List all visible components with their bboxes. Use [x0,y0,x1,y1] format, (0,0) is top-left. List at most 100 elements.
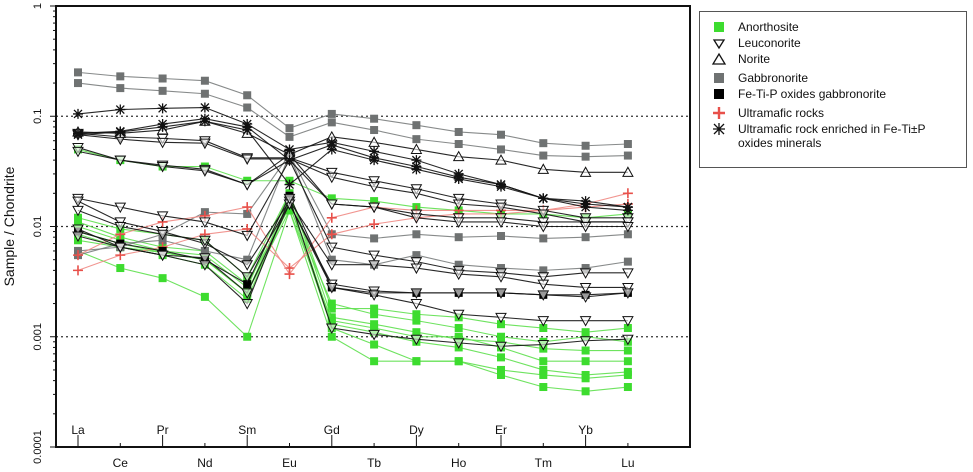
legend-item: Norite [710,52,960,66]
square-marker [412,357,421,366]
asterisk-marker [411,164,422,175]
triangle-down-marker [199,138,211,150]
square-marker [454,357,463,366]
legend-item: Leuconorite [710,36,960,50]
square-marker [158,74,167,83]
legend-label: Norite [738,52,771,66]
square-marker [539,357,548,366]
triangle-down-marker [495,312,507,324]
square-marker [454,260,463,269]
asterisk-marker [115,104,126,115]
series-line [77,134,628,223]
plus-marker [73,265,83,276]
legend-item: Fe-Ti-P oxides gabbronorite [710,87,960,101]
square-marker [581,357,590,366]
square-marker [243,255,252,264]
y-tick-label: 0.0001 [32,430,44,464]
square-marker [74,79,82,88]
y-tick-label: 1 [32,3,44,9]
asterisk-marker [199,116,210,127]
triangle-down-marker [410,213,423,224]
square-marker [327,316,336,325]
series-line [77,153,628,271]
series-fe-ti-p-oxides-gabbronorite [74,191,632,299]
square-marker [116,264,125,273]
triangle-down-marker [241,288,254,299]
triangle-down-marker [72,146,84,158]
asterisk-marker [73,108,83,119]
square-marker [623,324,632,333]
triangle-down-marker [495,272,507,283]
plus-marker [326,212,337,223]
x-tick-label-pr: Pr [157,423,169,437]
triangle-down-marker [579,268,592,279]
square-marker [623,357,632,366]
square-marker [327,255,336,264]
legend: Anorthosite Leuconorite Norite Gabbronorite… [699,11,967,168]
y-tick-label: 0.1 [32,109,44,124]
triangle-down-marker [368,290,380,301]
triangle-down-marker [156,162,169,173]
triangle-down-marker [72,231,84,243]
x-tick-label-nd: Nd [197,456,212,470]
triangle-down-marker [156,137,169,149]
square-marker [412,135,421,144]
square-marker [623,346,632,355]
series-anorthosite [74,206,632,396]
square-marker [497,353,505,362]
square-marker [539,234,548,243]
triangle-down-marker [537,222,550,233]
asterisk-marker [157,103,168,114]
x-tick-label-eu: Eu [282,456,297,470]
triangle-down-marker [368,329,380,341]
square-marker [581,152,590,161]
y-axis-label: Sample / Chondrite [1,166,17,286]
square-marker [497,320,505,329]
triangle-down-marker [241,180,254,191]
series-line [77,150,628,228]
triangle-down-marker [241,260,254,271]
square-marker [200,292,209,301]
asterisk-marker [199,102,210,113]
triangle-down-marker [325,323,338,335]
triangle-down-marker [368,260,380,271]
square-marker [623,257,632,266]
triangle-down-marker [622,288,634,299]
triangle-down-marker [537,272,550,283]
triangle-down-marker [72,224,84,235]
square-marker [158,86,167,95]
triangle-down-marker [622,334,634,346]
square-marker [581,374,590,383]
triangle-down-marker [452,199,465,211]
x-tick-label-la: La [71,423,85,437]
square-marker [454,127,463,136]
series-ultramafic-rock-enriched-in-fe-ti-p-oxides-minerals [73,102,633,213]
legend-item: Anorthosite [710,20,960,34]
square-marker [285,124,294,133]
square-marker [581,141,590,150]
square-marker [74,213,82,222]
square-marker [370,310,379,319]
legend-label: Gabbronorite [738,71,809,85]
square-marker [370,340,379,349]
asterisk-marker [411,155,422,166]
triangle-down-marker [325,282,338,294]
asterisk-marker [369,155,380,166]
triangle-down-marker [452,269,465,281]
square-marker [454,324,463,333]
series-leuconorite [72,199,634,327]
square-marker [327,118,336,127]
square-marker [581,233,590,242]
series-line [77,203,628,276]
square-marker [497,130,505,139]
series-line [77,205,628,343]
square-marker [497,264,505,273]
triangle-down-marker [537,290,550,301]
series-gabbronorite [74,68,632,150]
asterisk-marker [284,155,295,166]
legend-label: Fe-Ti-P oxides gabbronorite [738,87,887,101]
legend-item: Ultramafic rocks [710,106,960,120]
triangle-down-marker [537,209,550,220]
asterisk-marker [580,198,591,209]
